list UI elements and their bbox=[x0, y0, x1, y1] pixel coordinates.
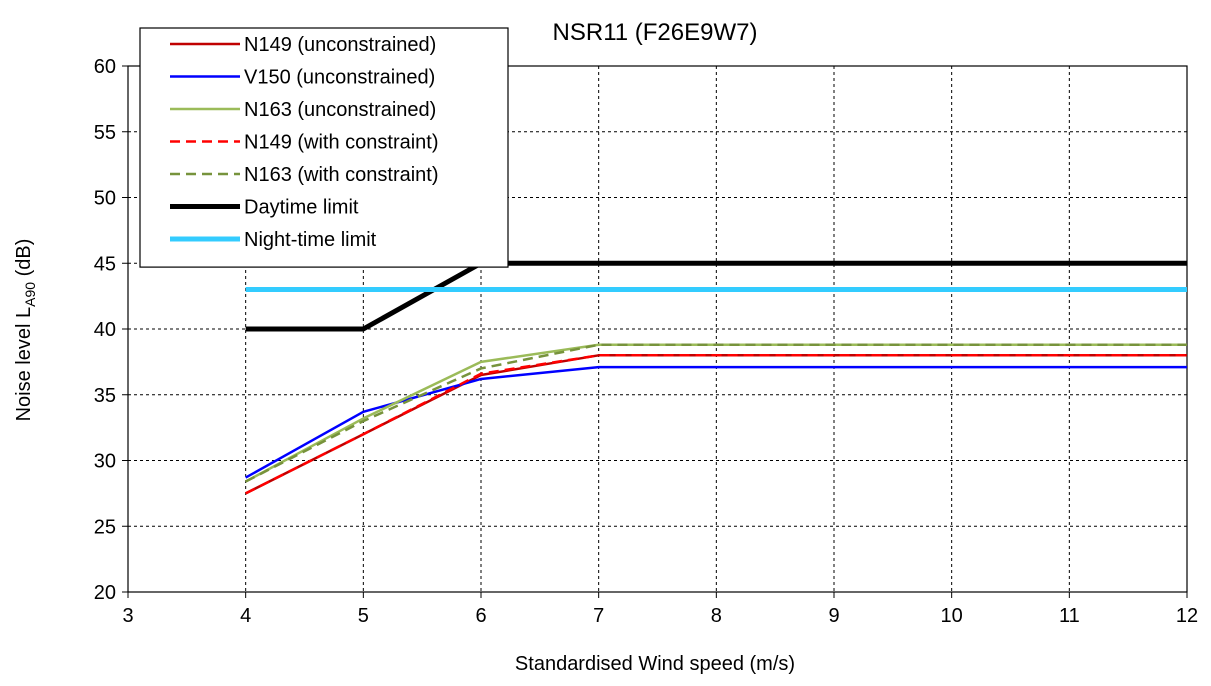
legend-label-n163-unconstrained: N163 (unconstrained) bbox=[244, 99, 436, 121]
series-line-n149-with-constraint bbox=[245, 354, 1187, 495]
x-tick-label: 6 bbox=[475, 605, 486, 627]
x-tick-label: 12 bbox=[1176, 605, 1198, 627]
y-tick-label: 55 bbox=[94, 122, 116, 144]
grid-lines bbox=[128, 66, 1187, 592]
legend: N149 (unconstrained) V150 (unconstrained)… bbox=[139, 27, 509, 268]
series-line-n163-unconstrained bbox=[245, 343, 1187, 483]
x-tick-label: 9 bbox=[828, 605, 839, 627]
y-axis-label-prefix: Noise level L bbox=[13, 307, 35, 422]
y-tick-label: 50 bbox=[94, 188, 116, 210]
y-tick-label: 35 bbox=[94, 385, 116, 407]
legend-box bbox=[139, 27, 509, 268]
legend-label-night-time-limit: Night-time limit bbox=[244, 229, 377, 251]
x-tick-label: 4 bbox=[240, 605, 251, 627]
x-tick-label: 10 bbox=[941, 605, 963, 627]
y-tick-label: 40 bbox=[94, 319, 116, 341]
chart-title: NSR11 (F26E9W7) bbox=[553, 19, 758, 46]
x-tick-label: 8 bbox=[711, 605, 722, 627]
legend-label-n163-with-constraint: N163 (with constraint) bbox=[244, 164, 439, 186]
series-line-n149-unconstrained bbox=[245, 354, 1187, 495]
series-lines bbox=[245, 260, 1187, 495]
legend-label-n149-with-constraint: N149 (with constraint) bbox=[244, 132, 439, 154]
x-tick-label: 11 bbox=[1059, 605, 1080, 627]
y-axis-label: Noise level LA90 (dB) bbox=[13, 239, 38, 422]
series-line-daytime-limit bbox=[245, 260, 1187, 332]
y-axis-label-suffix: (dB) bbox=[13, 239, 35, 282]
x-axis-ticks: 3 4 5 6 7 8 9 10 11 12 bbox=[122, 592, 1198, 627]
legend-label-v150-unconstrained: V150 (unconstrained) bbox=[244, 67, 435, 89]
legend-label-daytime-limit: Daytime limit bbox=[244, 197, 359, 219]
y-axis-label-subscript: A90 bbox=[22, 282, 38, 307]
y-tick-label: 60 bbox=[94, 56, 116, 78]
y-axis-ticks: 20 25 30 35 40 45 50 55 60 bbox=[94, 56, 128, 604]
x-axis-label: Standardised Wind speed (m/s) bbox=[515, 653, 795, 675]
y-tick-label: 45 bbox=[94, 253, 116, 275]
x-tick-label: 5 bbox=[358, 605, 369, 627]
y-tick-label: 20 bbox=[94, 582, 116, 604]
legend-label-n149-unconstrained: N149 (unconstrained) bbox=[244, 34, 436, 56]
x-tick-label: 7 bbox=[593, 605, 604, 627]
x-tick-label: 3 bbox=[122, 605, 133, 627]
y-tick-label: 30 bbox=[94, 451, 116, 473]
series-line-n163-with-constraint bbox=[245, 343, 1187, 483]
y-tick-label: 25 bbox=[94, 516, 116, 538]
